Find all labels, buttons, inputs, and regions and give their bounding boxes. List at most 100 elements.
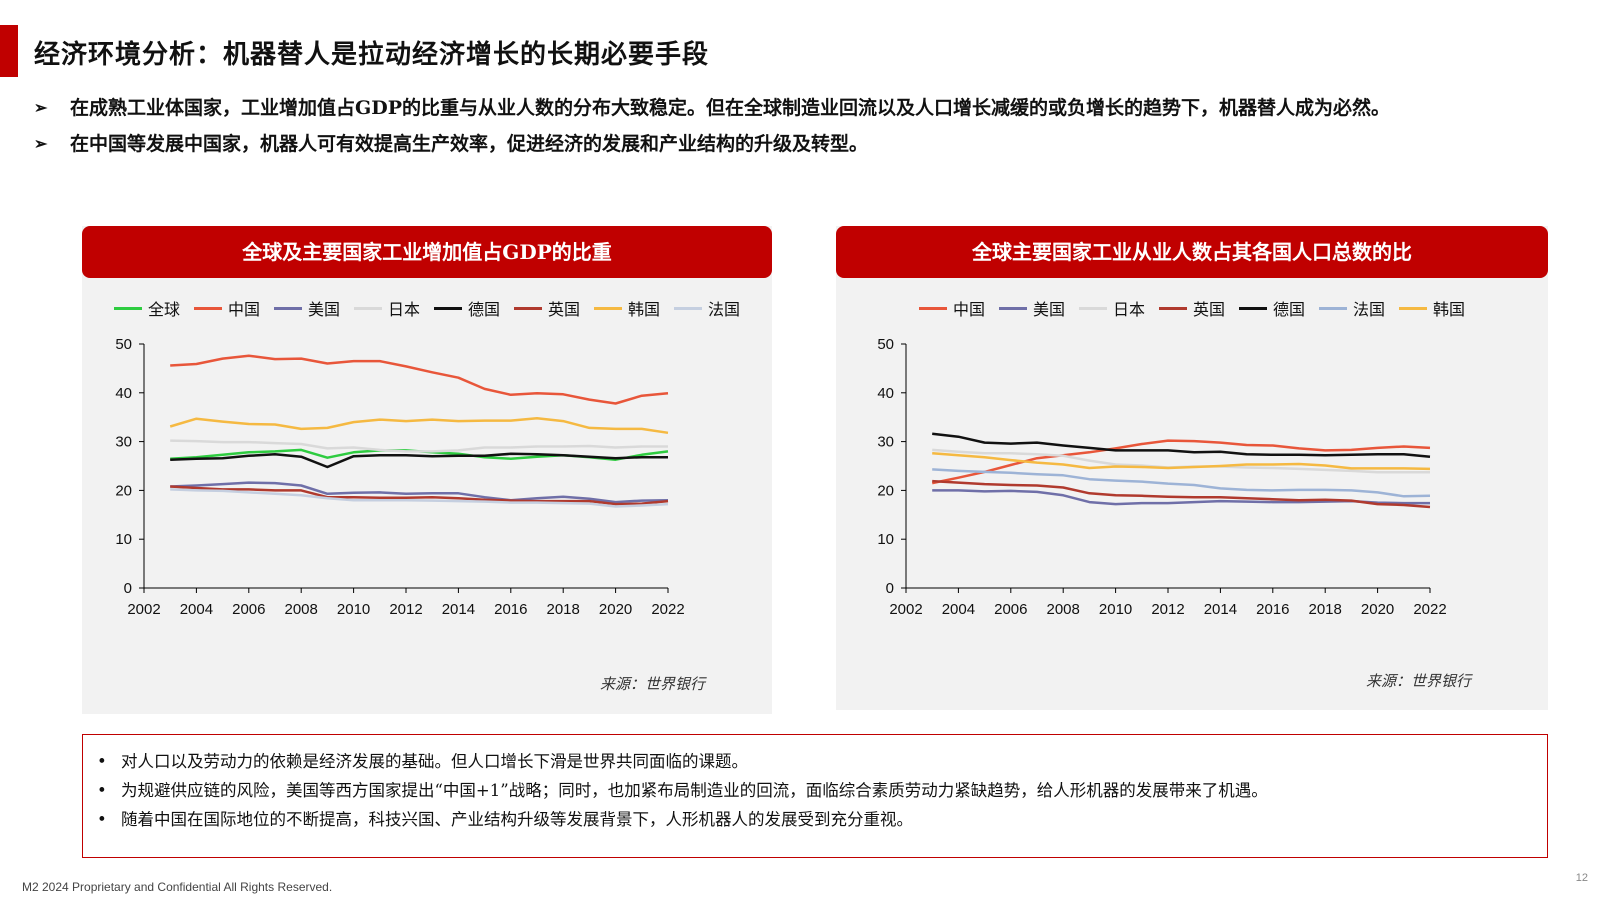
page-number: 12 (1575, 872, 1588, 884)
summary-box: • 对人口以及劳动力的依赖是经济发展的基础。但人口增长下滑是世界共同面临的课题。… (82, 734, 1548, 858)
chart-source: 来源：世界银行 (1366, 672, 1472, 690)
legend-swatch (353, 306, 382, 310)
series-line (932, 432, 1431, 458)
summary-text: 为规避供应链的风险，美国等西方国家提出“中国+1”战略；同时，也加紧布局制造业的… (121, 781, 1268, 800)
footer-copyright: M2 2024 Proprietary and Confidential All… (22, 880, 333, 894)
series-line (170, 481, 669, 504)
legend-label: 韩国 (628, 300, 661, 319)
legend-label: 法国 (708, 300, 741, 319)
series-line (169, 416, 669, 435)
legend-item: 法国 (1319, 296, 1385, 320)
chart-legend: 全球 中国 美国 日本 德国 英国 韩国 法国 (82, 296, 772, 320)
chart-panel-industry-gdp: 全球及主要国家工业增加值占GDP的比重 全球 中国 美国 日本 德国 英国 韩国 法国 0 10… (82, 226, 772, 714)
legend-label: 法国 (1353, 300, 1386, 319)
legend-label: 日本 (1112, 300, 1145, 319)
legend-swatch (113, 306, 142, 310)
y-tick-label: 50 (115, 336, 132, 353)
x-tick-label: 2004 (180, 601, 213, 618)
chart-legend: 中国 美国 日本 英国 德国 法国 韩国 (836, 296, 1548, 320)
x-tick-label: 2012 (1151, 601, 1184, 618)
y-tick-label: 0 (124, 580, 132, 597)
x-tick-label: 2014 (1204, 601, 1237, 618)
legend-label: 英国 (548, 300, 581, 319)
summary-text: 随着中国在国际地位的不断提高，科技兴国、产业结构升级等发展背景下，人形机器人的发… (121, 810, 913, 829)
x-tick-label: 2008 (285, 601, 318, 618)
arrow-bullet-icon: ➢ (34, 134, 48, 153)
series-line (170, 439, 668, 453)
chart-panel-industry-employment: 全球主要国家工业从业人数占其各国人口总数的比 中国 美国 日本 英国 德国 法国 韩国 0 1… (836, 226, 1548, 710)
y-tick-label: 10 (115, 531, 132, 548)
summary-item: • 为规避供应链的风险，美国等西方国家提出“中国+1”战略；同时，也加紧布局制造… (97, 776, 1547, 805)
legend-swatch (998, 306, 1027, 310)
x-tick-label: 2022 (1413, 601, 1446, 618)
x-tick-label: 2002 (127, 601, 160, 618)
x-tick-label: 2020 (599, 601, 632, 618)
x-tick-label: 2002 (889, 601, 922, 618)
legend-swatch (273, 306, 302, 310)
arrow-bullet-icon: ➢ (34, 98, 48, 117)
legend-item: 中国 (918, 296, 985, 320)
legend-item: 全球 (113, 296, 180, 320)
series-line (932, 468, 1431, 498)
bullet-item: ➢ 在中国等发展中国家，机器人可有效提高生产效率，促进经济的发展和产业结构的升级… (34, 130, 1564, 158)
y-tick-label: 30 (877, 434, 894, 451)
bullet-text: 在成熟工业体国家，工业增加值占GDP的比重与从业人数的分布大致稳定。但在全球制造… (70, 97, 1390, 119)
x-tick-label: 2022 (651, 601, 684, 618)
legend-item: 中国 (193, 296, 260, 320)
y-tick-label: 40 (877, 385, 894, 402)
x-tick-label: 2018 (1309, 601, 1342, 618)
legend-swatch (594, 306, 623, 310)
legend-swatch (434, 306, 462, 310)
legend-item: 法国 (674, 296, 740, 320)
legend-label: 韩国 (1433, 300, 1466, 319)
x-tick-label: 2016 (494, 601, 527, 618)
legend-label: 美国 (1032, 300, 1065, 319)
y-tick-label: 50 (877, 336, 894, 353)
dot-bullet-icon: • (97, 781, 107, 800)
x-tick-label: 2018 (547, 601, 580, 618)
legend-swatch (514, 306, 543, 310)
legend-label: 中国 (952, 300, 985, 319)
series-line (170, 452, 668, 469)
y-tick-label: 10 (877, 531, 894, 548)
legend-swatch (674, 306, 703, 310)
bullet-item: ➢ 在成熟工业体国家，工业增加值占GDP的比重与从业人数的分布大致稳定。但在全球… (34, 94, 1564, 122)
legend-item: 韩国 (1399, 296, 1465, 320)
x-tick-label: 2012 (389, 601, 422, 618)
page-title: 经济环境分析：机器替人是拉动经济增长的长期必要手段 (34, 40, 710, 70)
legend-item: 德国 (434, 296, 500, 320)
x-tick-label: 2016 (1256, 601, 1289, 618)
bullet-list: ➢ 在成熟工业体国家，工业增加值占GDP的比重与从业人数的分布大致稳定。但在全球… (34, 94, 1564, 166)
title-accent-bar (0, 25, 18, 77)
legend-swatch (1399, 306, 1428, 310)
series-line (932, 452, 1431, 471)
bullet-text: 在中国等发展中国家，机器人可有效提高生产效率，促进经济的发展和产业结构的升级及转… (70, 133, 869, 155)
chart-title: 全球及主要国家工业增加值占GDP的比重 (82, 226, 772, 278)
chart-title: 全球主要国家工业从业人数占其各国人口总数的比 (836, 226, 1548, 278)
legend-swatch (193, 306, 222, 310)
legend-item: 英国 (1158, 296, 1225, 320)
line-chart-industry-gdp: 0 10 20 30 40 50 2002 2004 2006 2008 2010 2012 2014 2… (115, 336, 684, 618)
summary-item: • 对人口以及劳动力的依赖是经济发展的基础。但人口增长下滑是世界共同面临的课题。 (97, 747, 1547, 776)
chart-source: 来源：世界银行 (600, 675, 706, 693)
series-line (932, 479, 1431, 509)
series-line (170, 354, 669, 405)
legend-item: 德国 (1239, 296, 1305, 320)
legend-item: 韩国 (594, 296, 660, 320)
series-line (170, 488, 669, 508)
legend-item: 日本 (353, 296, 420, 320)
legend-item: 美国 (273, 296, 340, 320)
legend-label: 美国 (307, 300, 340, 319)
dot-bullet-icon: • (97, 752, 107, 771)
y-tick-label: 20 (877, 482, 894, 499)
series-line (931, 439, 1431, 485)
legend-label: 日本 (387, 300, 420, 319)
dot-bullet-icon: • (97, 810, 107, 829)
y-tick-label: 0 (886, 580, 894, 597)
x-tick-label: 2006 (232, 601, 265, 618)
summary-text: 对人口以及劳动力的依赖是经济发展的基础。但人口增长下滑是世界共同面临的课题。 (121, 752, 748, 771)
x-tick-label: 2014 (442, 601, 475, 618)
y-tick-label: 20 (115, 482, 132, 499)
legend-swatch (1078, 306, 1107, 310)
y-tick-label: 40 (115, 385, 132, 402)
